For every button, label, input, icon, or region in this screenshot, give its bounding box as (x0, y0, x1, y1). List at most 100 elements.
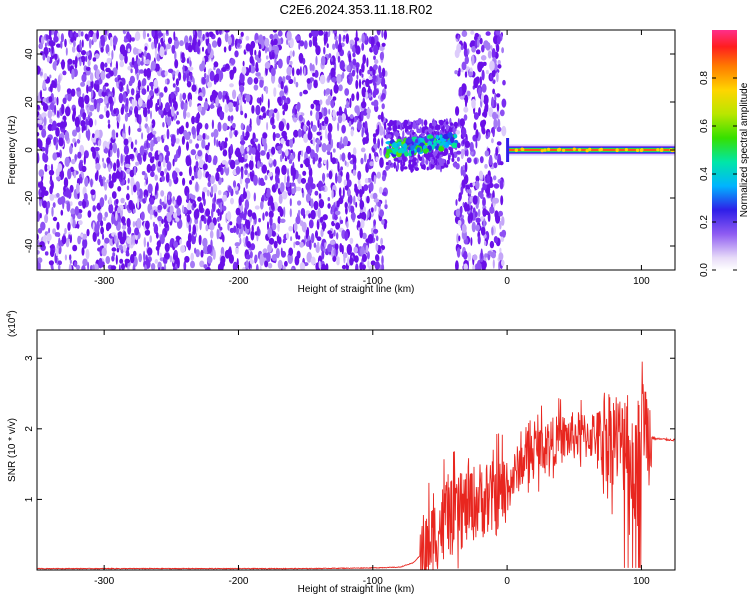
noise-blob (72, 219, 76, 229)
noise-blob (208, 31, 214, 38)
noise-blob (321, 263, 327, 270)
noise-blob (193, 209, 199, 220)
noise-blob (113, 162, 117, 172)
noise-blob (268, 148, 272, 154)
noise-blob (241, 169, 244, 180)
noise-blob (126, 84, 129, 93)
noise-blob (260, 150, 266, 156)
noise-blob (207, 43, 212, 54)
noise-blob (460, 45, 464, 50)
noise-blob (183, 130, 188, 138)
noise-blob (455, 199, 458, 206)
noise-blob (94, 80, 100, 85)
noise-blob (100, 61, 105, 71)
noise-blob (343, 254, 346, 264)
noise-blob (458, 192, 462, 201)
noise-blob (37, 152, 40, 164)
signal-core (397, 141, 402, 145)
noise-blob (97, 97, 104, 104)
noise-blob (290, 182, 296, 187)
noise-blob (371, 101, 376, 106)
noise-blob (281, 130, 287, 138)
signal-halo (393, 157, 399, 162)
noise-blob (348, 120, 352, 127)
noise-blob (486, 174, 491, 184)
noise-blob (310, 103, 315, 110)
noise-blob (313, 80, 318, 89)
noise-blob (266, 122, 269, 131)
noise-blob (146, 67, 152, 79)
noise-blob (39, 212, 42, 219)
noise-blob (481, 260, 487, 269)
noise-blob (285, 181, 291, 188)
noise-blob (262, 112, 267, 119)
noise-blob (96, 220, 100, 231)
noise-blob (132, 234, 136, 246)
noise-blob (253, 174, 258, 186)
noise-blob (478, 61, 485, 69)
noise-blob (487, 131, 491, 138)
noise-blob (381, 67, 386, 78)
signal-halo (447, 154, 451, 161)
noise-blob (372, 133, 377, 138)
noise-blob (125, 97, 129, 107)
noise-blob (479, 37, 483, 45)
noise-blob (216, 198, 222, 203)
noise-blob (350, 43, 353, 50)
signal-halo (387, 127, 392, 131)
noise-blob (232, 180, 237, 188)
noise-blob (165, 43, 171, 50)
noise-blob (361, 232, 367, 240)
noise-blob (197, 105, 202, 113)
noise-blob (368, 85, 371, 94)
noise-blob (206, 189, 210, 197)
noise-blob (118, 85, 121, 90)
noise-blob (100, 70, 106, 81)
signal-speck (585, 149, 589, 153)
noise-blob (345, 33, 349, 44)
snr-line-area (37, 361, 675, 570)
noise-blob (464, 161, 468, 173)
noise-blob (132, 221, 136, 228)
noise-blob (493, 35, 499, 45)
noise-blob (379, 149, 383, 156)
noise-blob (179, 239, 182, 245)
noise-blob (94, 146, 100, 152)
noise-blob (95, 162, 101, 171)
noise-blob (85, 55, 88, 63)
noise-blob (118, 166, 122, 171)
noise-blob (99, 129, 103, 139)
noise-blob (186, 73, 189, 83)
noise-blob (134, 227, 140, 236)
signal-core (438, 146, 445, 152)
noise-blob (245, 35, 250, 41)
noise-blob (174, 50, 177, 61)
noise-blob (377, 114, 382, 120)
noise-blob (315, 45, 321, 56)
noise-blob (326, 43, 329, 48)
noise-blob (493, 236, 498, 244)
noise-blob (190, 252, 194, 262)
noise-blob (335, 39, 339, 49)
noise-blob (496, 126, 502, 132)
noise-blob (102, 157, 104, 163)
noise-blob (315, 244, 320, 253)
noise-blob (73, 170, 77, 179)
noise-blob (185, 121, 189, 129)
noise-blob (474, 211, 478, 218)
noise-blob (51, 265, 54, 270)
noise-blob (112, 35, 118, 46)
noise-blob (479, 76, 482, 86)
noise-blob (42, 200, 48, 209)
noise-blob (496, 102, 500, 112)
noise-blob (501, 98, 507, 108)
noise-blob (139, 145, 145, 156)
noise-blob (197, 196, 202, 202)
noise-blob (227, 222, 230, 231)
noise-blob (146, 138, 149, 149)
noise-blob (375, 128, 379, 136)
noise-blob (182, 64, 185, 76)
noise-blob (352, 147, 357, 156)
noise-blob (132, 47, 138, 55)
noise-blob (352, 58, 357, 66)
